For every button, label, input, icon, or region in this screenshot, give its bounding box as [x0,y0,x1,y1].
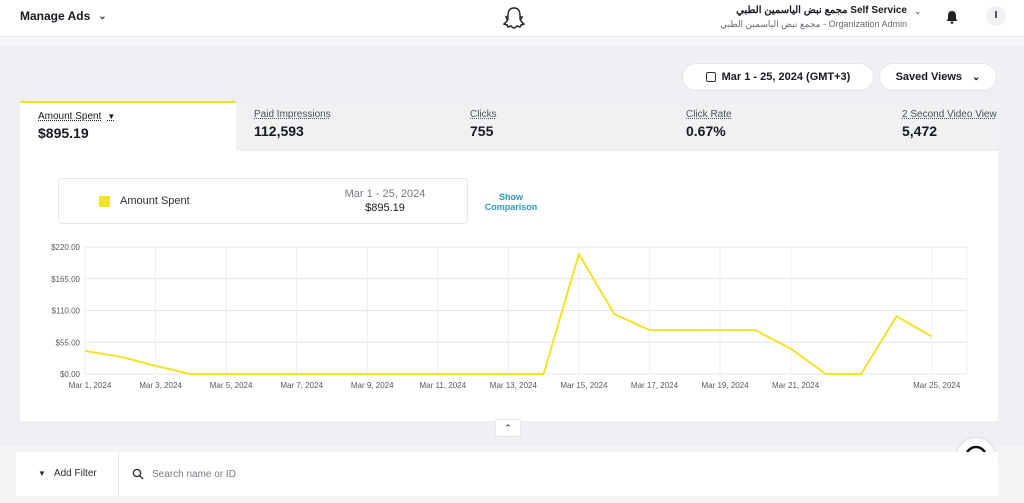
metric-value: 5,472 [902,123,938,139]
legend-series-name: Amount Spent [120,195,190,207]
metric-tab-video-views[interactable]: 2 Second Video View 5,472 [884,101,998,151]
org-title: مجمع نبض الياسمين الطبي Self Service [720,5,907,16]
date-range-label: Mar 1 - 25, 2024 (GMT+3) [721,71,851,83]
search-icon [132,468,144,480]
metric-tab-paid-impressions[interactable]: Paid Impressions 112,593 [236,101,452,151]
chevron-down-icon: ⌄ [98,10,107,22]
legend-swatch [99,196,110,207]
chevron-down-icon: ⌄ [972,71,981,83]
top-bar [0,0,1024,37]
organization-switcher[interactable]: مجمع نبض الياسمين الطبي Self Service مجم… [720,5,907,30]
legend-date-range: Mar 1 - 25, 2024 [344,188,426,200]
avatar[interactable]: I [986,6,1006,26]
show-comparison-link[interactable]: Show Comparison [484,192,538,212]
metric-tab-click-rate[interactable]: Click Rate 0.67% [668,101,884,151]
caret-down-icon[interactable]: ▼ [107,112,116,121]
metric-label: Amount Spent [38,111,102,122]
add-filter-label: Add Filter [53,468,97,479]
metric-label: 2 Second Video View [902,109,997,120]
collapse-chart-button[interactable]: ⌃ [495,419,521,437]
add-filter-button[interactable]: ▼ Add Filter [38,468,97,479]
calendar-icon [705,72,716,82]
metric-value: 755 [470,123,494,139]
metric-label: Paid Impressions [254,109,331,120]
legend-total: $895.19 [365,202,405,214]
chart-legend [58,178,468,224]
metric-tab-clicks[interactable]: Clicks 755 [452,101,668,151]
divider [118,452,119,496]
metric-value: 0.67% [686,123,726,139]
metric-tab-amount-spent[interactable]: Amount Spent ▼ $895.19 [20,101,236,151]
saved-views-label: Saved Views [895,71,963,83]
filter-icon: ▼ [38,469,46,478]
org-mode: Self Service [850,5,907,16]
date-range-picker[interactable]: Mar 1 - 25, 2024 (GMT+3) [683,64,873,90]
search-input[interactable] [152,463,452,485]
manage-ads-label: Manage Ads [20,9,91,23]
metric-label-row: Amount Spent ▼ [38,111,218,122]
org-subtitle: مجمع نبض الياسمين الطبي - Organization A… [720,19,907,29]
bell-icon[interactable] [945,10,959,24]
chevron-down-icon[interactable]: ⌄ [914,6,922,16]
metric-label: Click Rate [686,109,732,120]
org-name: مجمع نبض الياسمين الطبي [736,5,848,16]
manage-ads-menu[interactable]: Manage Ads ⌄ [20,9,107,23]
snapchat-ghost-icon[interactable] [503,6,525,30]
metric-value: $895.19 [38,125,89,141]
metric-value: 112,593 [254,123,304,139]
saved-views-dropdown[interactable]: Saved Views ⌄ [880,64,996,90]
metric-label: Clicks [470,109,497,120]
metric-tabs: Amount Spent ▼ $895.19 Paid Impressions … [20,101,998,151]
